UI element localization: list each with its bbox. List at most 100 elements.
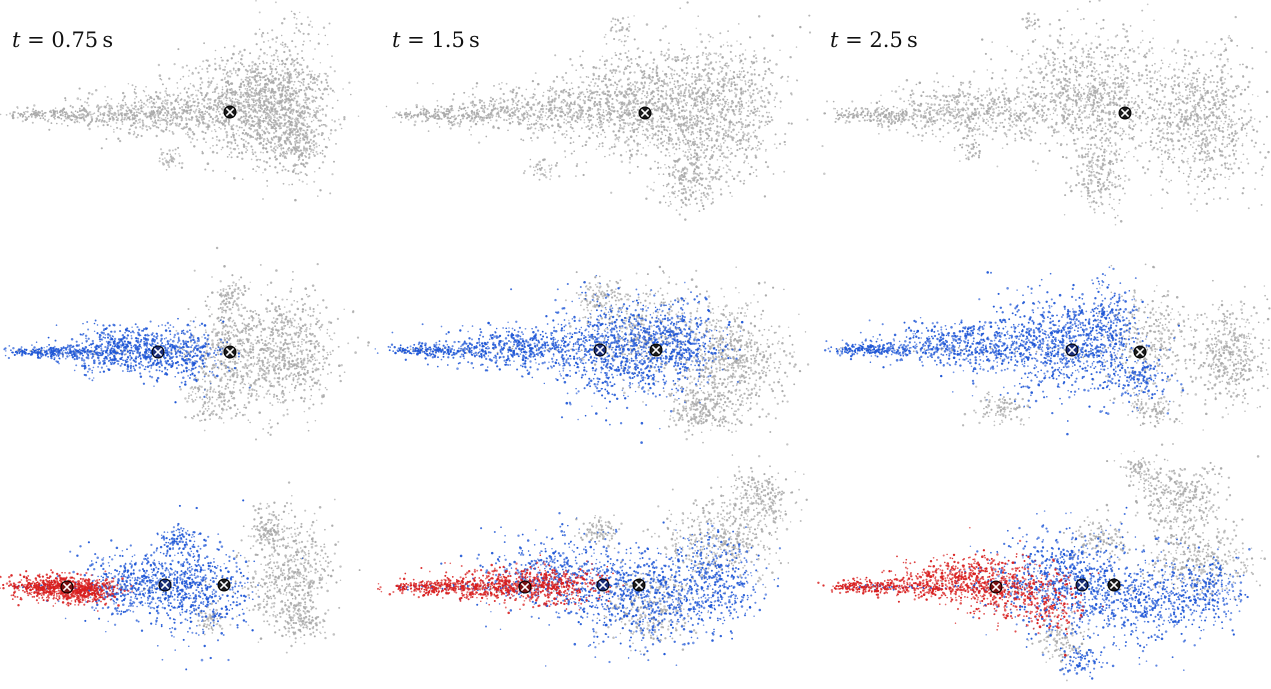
gray-particle [299,112,301,114]
gray-particle [823,172,826,175]
gray-particle [468,96,469,97]
gray-particle [48,119,49,120]
gray-particle [654,102,657,105]
gray-particle [335,143,337,145]
gray-particle [708,34,710,36]
gray-particle [657,94,659,96]
gray-particle [265,143,267,145]
gray-particle [64,97,66,99]
gray-particle [536,120,537,121]
gray-particle [247,88,248,89]
gray-particle [745,84,747,86]
gray-particle [688,95,690,97]
gray-particle [209,102,211,104]
gray-particle [190,141,192,143]
gray-particle [626,151,627,152]
gray-particle [721,56,724,59]
gray-particle [223,73,225,75]
gray-particle [288,79,290,81]
gray-particle [141,108,143,110]
gray-particle [425,120,427,122]
gray-particle [674,86,676,88]
gray-particle [692,73,694,75]
gray-particle [704,140,706,142]
gray-particle [294,81,296,83]
gray-particle [267,115,269,117]
gray-particle [579,91,581,93]
gray-particle [208,77,209,78]
gray-particle [738,110,740,112]
gray-particle [226,88,228,90]
gray-particle [278,106,280,108]
gray-particle [291,58,293,60]
gray-particle [667,84,670,87]
gray-particle [493,85,495,87]
gray-particle [463,92,465,94]
gray-particle [557,76,559,78]
gray-particle [236,125,238,127]
gray-particle [659,39,661,41]
gray-particle [186,119,188,121]
gray-particle [298,135,300,137]
gray-particle [300,89,302,91]
gray-particle [601,80,603,82]
gray-particle [743,180,745,182]
gray-particle [758,148,760,150]
gray-particle [87,97,89,99]
gray-particle [133,122,135,124]
gray-particle [280,147,282,149]
gray-particle [208,113,210,115]
gray-particle [158,64,160,66]
gray-particle [705,47,707,49]
gray-particle [242,105,244,107]
gray-particle [210,107,212,109]
gray-particle [33,112,35,114]
gray-particle [311,26,313,28]
gray-particle [687,142,690,145]
gray-particle [74,121,76,123]
gray-particle [200,92,201,93]
gray-particle [702,52,704,54]
gray-particle [626,137,628,139]
gray-particle [561,101,563,103]
gray-particle [286,92,288,94]
gray-particle [638,56,641,59]
gray-particle [278,144,280,146]
gray-particle [217,120,219,122]
gray-particle [214,129,215,130]
gray-particle [624,68,626,70]
gray-particle [240,62,242,64]
gray-particle [689,148,691,150]
gray-particle [611,63,613,65]
gray-particle [632,129,634,131]
gray-particle [32,108,34,110]
gray-particle [249,115,251,117]
gray-particle [225,96,227,98]
gray-particle [615,69,618,72]
gray-particle [173,116,175,118]
gray-particle [105,100,106,101]
gray-particle [724,140,726,142]
gray-particle [476,82,478,84]
gray-particle [617,113,618,114]
gray-particle [520,119,522,121]
gray-particle [617,116,619,118]
gray-particle [662,96,664,98]
gray-particle [245,148,246,149]
gray-particle [341,128,343,130]
gray-particle [665,59,667,61]
gray-particle [185,106,187,108]
gray-particle [718,145,720,147]
gray-particle [226,63,228,65]
gray-particle [285,99,287,101]
gray-particle [300,123,302,125]
gray-particle [596,148,598,150]
gray-particle [541,119,543,121]
gray-particle [656,145,658,147]
gray-particle [241,158,243,160]
gray-particle [695,114,697,116]
gray-particle [270,124,272,126]
gray-particle [496,115,498,117]
gray-particle [401,117,403,119]
gray-particle [582,50,584,52]
